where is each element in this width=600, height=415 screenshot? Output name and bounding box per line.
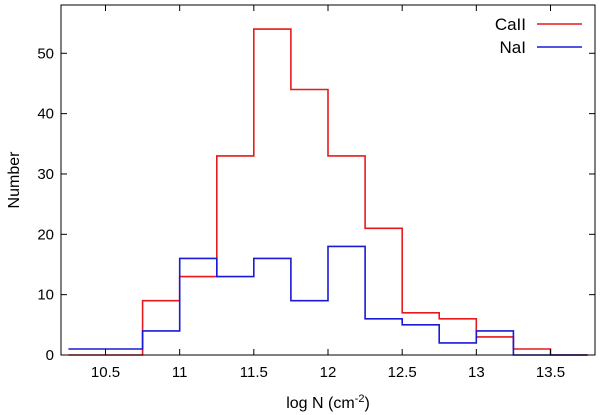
y-tick-label: 0 (46, 347, 54, 364)
y-tick-label: 20 (37, 226, 54, 243)
y-axis-title: Number (6, 151, 23, 209)
x-tick-label: 13 (468, 364, 485, 381)
x-tick-label: 13.5 (536, 364, 565, 381)
series-layer (68, 28, 588, 356)
series-line-caii (68, 28, 588, 356)
x-tick-label: 12 (320, 364, 337, 381)
y-tick-label: 10 (37, 287, 54, 304)
y-tick-label: 40 (37, 106, 54, 123)
legend: CaII NaI (495, 15, 582, 57)
x-tick-label: 12.5 (388, 364, 417, 381)
ticks-layer: 10.5 11 11.5 12 12.5 13 13.5 0 10 20 30 40 50 (37, 5, 595, 381)
x-axis-title: log N (cm-2) (286, 393, 370, 412)
plot-frame (60, 4, 596, 356)
x-axis-title-close: ) (364, 395, 369, 412)
y-tick-label: 50 (37, 45, 54, 62)
x-tick-label: 11 (172, 364, 188, 381)
x-tick-label: 11.5 (240, 364, 268, 381)
y-tick-label: 30 (37, 166, 54, 183)
legend-label-caii: CaII (495, 15, 526, 34)
x-axis-title-main: log N (cm (286, 395, 354, 412)
series-line-nai (68, 245, 588, 356)
legend-label-nai: NaI (500, 38, 526, 57)
x-axis-title-superscript: -2 (355, 393, 365, 405)
x-tick-label: 10.5 (91, 364, 120, 381)
